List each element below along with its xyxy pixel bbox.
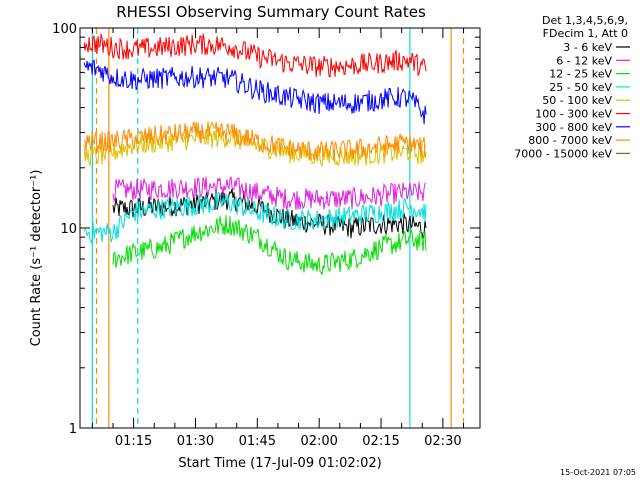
y-tick-label: 1 [69,422,77,437]
footer-timestamp: 15-Oct-2021 07:05 [560,468,636,477]
series-line [83,59,427,125]
legend-label: 25 - 50 keV [549,81,612,94]
legend-label: 100 - 300 keV [535,108,612,121]
series-line [83,191,427,244]
y-axis-label: Count Rate (s⁻¹ detector⁻¹) [29,170,44,347]
series-line [83,33,427,78]
chart-title: RHESSI Observing Summary Count Rates [116,3,426,21]
series-line [112,215,427,276]
plot-frame [79,27,481,429]
y-tick-label: 10 [60,222,77,237]
legend-header-line: Det 1,3,4,5,6,9, [542,14,628,27]
series-lines [83,33,427,276]
legend-header-line: FDecim 1, Att 0 [543,27,628,40]
y-tick-label: 100 [52,22,77,37]
axes: 1 10 100 01:15 01:30 01:45 02:00 02:15 02:30 [52,22,481,449]
legend-label: 800 - 7000 keV [528,134,612,147]
x-axis-label: Start Time (17-Jul-09 01:02:02) [178,456,381,471]
series-line [112,176,427,210]
legend-label: 6 - 12 keV [556,54,612,67]
x-tick-label: 02:00 [300,434,337,449]
x-tick-label: 01:15 [115,434,152,449]
legend-label: 300 - 800 keV [535,121,612,134]
series-line [83,121,427,162]
x-tick-label: 01:45 [239,434,276,449]
x-tick-label: 02:15 [362,434,399,449]
vertical-markers [91,28,465,428]
x-tick-label: 01:30 [177,434,214,449]
legend-label: 50 - 100 keV [542,94,612,107]
legend-label: 12 - 25 keV [549,68,612,81]
chart-text: RHESSI Observing Summary Count Rates Sta… [29,3,636,477]
legend-label: 3 - 6 keV [563,41,612,54]
x-tick-label: 02:30 [424,434,461,449]
legend-label: 7000 - 15000 keV [514,147,612,160]
